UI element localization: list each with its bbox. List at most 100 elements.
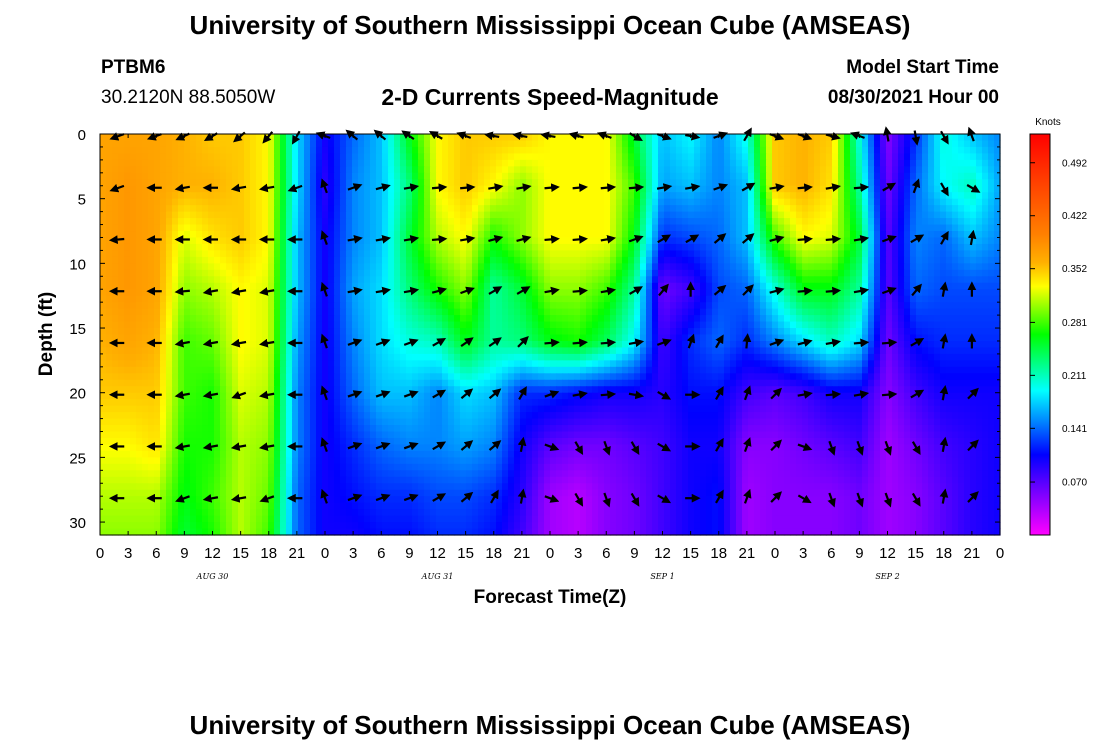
heatmap-cell [406,334,413,342]
heatmap-cell [526,289,533,297]
heatmap-cell [562,224,569,232]
heatmap-cell [472,263,479,271]
heatmap-cell [940,250,947,258]
heatmap-cell [496,159,503,167]
heatmap-cell [532,231,539,239]
heatmap-cell [280,263,287,271]
heatmap-cell [538,328,545,336]
heatmap-cell [112,211,119,219]
heatmap-cell [922,146,929,155]
heatmap-cell [658,153,665,161]
heatmap-cell [280,211,287,219]
heatmap-cell [196,243,203,252]
heatmap-cell [244,282,251,290]
heatmap-cell [250,172,257,180]
heatmap-cell [364,140,371,148]
heatmap-cell [688,211,695,219]
heatmap-cell [316,321,323,329]
heatmap-cell [790,134,797,142]
heatmap-cell [802,269,809,277]
heatmap-cell [406,237,413,245]
heatmap-cell [826,237,833,245]
heatmap-cell [826,302,833,310]
heatmap-cell [178,302,185,310]
heatmap-cell [400,282,407,290]
heatmap-cell [736,140,743,148]
heatmap-cell [862,166,869,174]
heatmap-cell [334,328,341,336]
heatmap-cell [748,146,755,155]
heatmap-cell [976,172,983,180]
heatmap-cell [976,146,983,155]
heatmap-cell [592,159,599,167]
heatmap-cell [820,218,827,226]
heatmap-cell [604,192,611,200]
heatmap-cell [220,166,227,174]
heatmap-cell [208,140,215,148]
heatmap-cell [460,153,467,161]
heatmap-cell [142,250,149,258]
heatmap-cell [220,205,227,213]
heatmap-cell [724,328,731,336]
heatmap-cell [262,295,269,303]
heatmap-cell [586,289,593,297]
heatmap-cell [676,159,683,167]
heatmap-cell [220,198,227,206]
heatmap-cell [628,153,635,161]
heatmap-cell [142,295,149,303]
heatmap-cell [730,263,737,271]
heatmap-cell [316,302,323,310]
heatmap-cell [604,276,611,284]
heatmap-cell [736,243,743,252]
heatmap-cell [754,315,761,323]
heatmap-cell [868,205,875,213]
heatmap-cell [994,185,1001,193]
heatmap-cell [790,289,797,297]
heatmap-cell [730,224,737,232]
heatmap-cell [184,328,191,336]
heatmap-cell [394,153,401,161]
heatmap-cell [838,250,845,258]
heatmap-cell [898,289,905,297]
heatmap-cell [256,282,263,290]
heatmap-cell [478,289,485,297]
heatmap-cell [388,198,395,206]
heatmap-cell [622,172,629,180]
heatmap-cell [124,256,131,264]
heatmap-cell [334,263,341,271]
heatmap-cell [730,308,737,316]
heatmap-cell [370,205,377,213]
heatmap-cell [940,243,947,252]
heatmap-cell [370,263,377,271]
heatmap-cell [718,205,725,213]
heatmap-cell [844,308,851,316]
heatmap-cell [736,276,743,284]
heatmap-cell [646,159,653,167]
heatmap-cell [652,263,659,271]
heatmap-cell [502,205,509,213]
heatmap-cell [424,134,431,142]
heatmap-cell [712,211,719,219]
heatmap-cell [940,218,947,226]
heatmap-cell [742,224,749,232]
heatmap-cell [430,172,437,180]
heatmap-cell [274,237,281,245]
heatmap-cell [136,302,143,310]
heatmap-cell [664,321,671,329]
heatmap-cell [826,153,833,161]
heatmap-cell [514,276,521,284]
heatmap-cell [904,308,911,316]
heatmap-cell [796,140,803,148]
heatmap-cell [220,140,227,148]
heatmap-cell [664,243,671,252]
heatmap-cell [562,276,569,284]
heatmap-cell [178,256,185,264]
heatmap-cell [130,295,137,303]
heatmap-cell [694,250,701,258]
heatmap-cell [526,166,533,174]
heatmap-cell [784,328,791,336]
heatmap-cell [646,224,653,232]
heatmap-cell [466,328,473,336]
heatmap-cell [970,302,977,310]
heatmap-cell [214,185,221,193]
